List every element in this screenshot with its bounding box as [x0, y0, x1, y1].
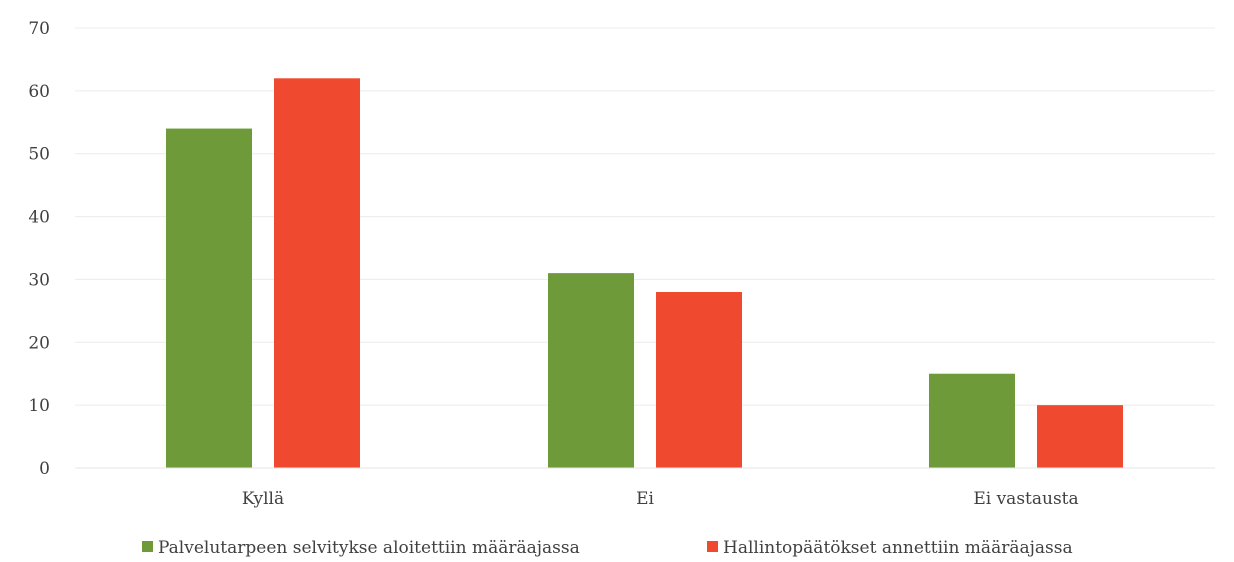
legend-swatch [707, 541, 718, 552]
x-category-label: Kyllä [242, 489, 284, 509]
y-tick-label: 70 [28, 19, 50, 39]
grid-lines [75, 27, 1215, 406]
x-axis: Kyllä Ei Ei vastausta [75, 467, 1215, 509]
legend-label: Hallintopäätökset annettiin määräajassa [723, 538, 1073, 558]
legend: Palvelutarpeen selvitykse aloitettiin mä… [142, 538, 1073, 558]
y-tick-label: 10 [28, 396, 50, 416]
bar-series-2-cat-3 [1037, 405, 1123, 468]
y-tick-label: 60 [28, 82, 50, 102]
y-tick-label: 40 [28, 208, 50, 228]
y-tick-label: 50 [28, 145, 50, 165]
bar-series-2-cat-2 [656, 292, 742, 468]
y-tick-label: 30 [28, 270, 50, 290]
x-category-label: Ei [636, 489, 654, 509]
y-tick-label: 20 [28, 333, 50, 353]
bar-series-1-cat-2 [548, 273, 634, 468]
bar-series-2-cat-1 [274, 78, 360, 469]
bar-series-1-cat-3 [929, 373, 1015, 468]
x-category-label: Ei vastausta [973, 489, 1078, 509]
bars [166, 78, 1123, 469]
legend-swatch [142, 541, 153, 552]
y-axis: 0 10 20 30 40 50 60 70 [28, 19, 50, 479]
y-tick-label: 0 [39, 459, 50, 479]
bar-series-1-cat-1 [166, 128, 252, 469]
legend-label: Palvelutarpeen selvitykse aloitettiin mä… [158, 538, 580, 558]
